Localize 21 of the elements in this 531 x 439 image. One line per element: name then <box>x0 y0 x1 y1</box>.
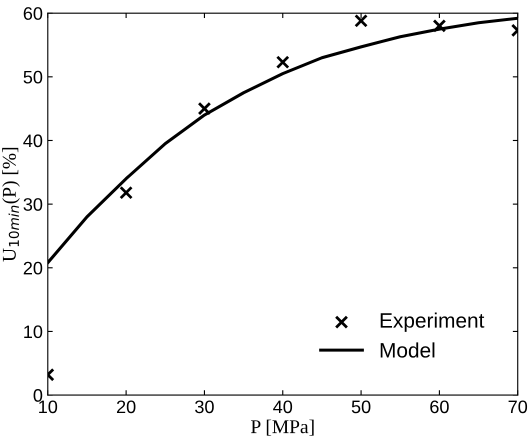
x-tick-label: 60 <box>430 400 449 414</box>
y-tick-label: 0 <box>34 389 42 402</box>
x-tick-label: 30 <box>195 400 214 414</box>
y-axis-title: U$_{10min}$(P) [%] <box>2 148 20 262</box>
y-tick-label: 20 <box>24 262 42 275</box>
point <box>198 102 212 116</box>
x-tick-label: 10 <box>39 400 58 414</box>
x-axis-title: P [MPa] <box>251 420 314 436</box>
y-tick-label: 60 <box>24 7 42 20</box>
x-tick-label: 50 <box>352 400 370 414</box>
point <box>354 14 368 28</box>
x-tick-label: 20 <box>116 400 136 414</box>
y-tick-label: 10 <box>24 325 42 338</box>
y-tick-label: 40 <box>23 134 42 148</box>
y-tick-label: 30 <box>24 198 42 211</box>
legend-label: Model <box>380 342 434 358</box>
legend-label: Experiment <box>380 312 484 332</box>
x-tick-label: 70 <box>508 400 528 414</box>
x-tick-label: 40 <box>273 400 292 414</box>
point <box>276 55 290 69</box>
y-tick-label: 50 <box>24 70 42 84</box>
